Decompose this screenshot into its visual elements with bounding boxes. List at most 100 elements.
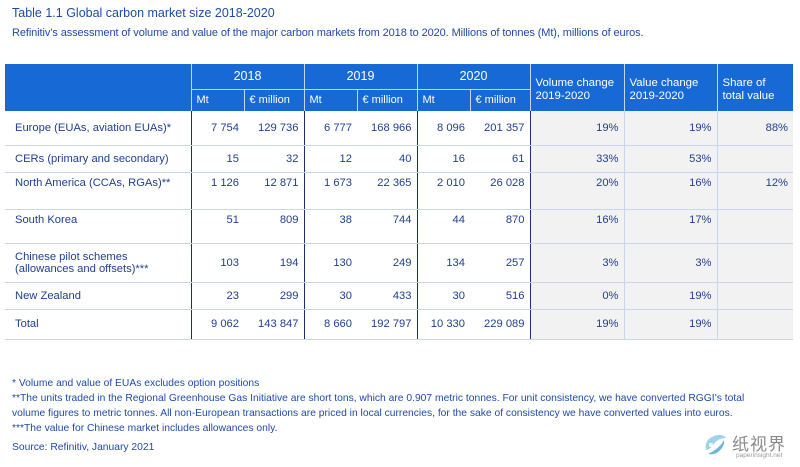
watermark-text: 纸视界 [732,435,786,455]
paperinsight-logo-icon [705,434,726,455]
cell-eur-2019: 40 [357,145,418,173]
header-year-2018: 2018 [191,64,305,89]
cell-mt-2020: 134 [417,243,470,283]
cell-eur-2019: 168 966 [357,111,418,146]
header-unit-mt-2020: Mt [417,88,471,111]
cell-eur-2020: 870 [470,209,531,244]
cell-eur-2019: 433 [357,282,418,310]
cell-mt-2019: 38 [304,209,357,244]
cell-mt-2020: 30 [417,282,470,310]
cell-eur-2019: 22 365 [357,172,418,210]
table-row: Europe (EUAs, aviation EUAs)* 7 754 129 73… [5,111,793,146]
cell-mt-2018: 9 062 [191,309,244,340]
row-label: Total [5,309,192,340]
cell-volume-change: 16% [530,209,625,244]
header-value-change: Value change 2019-2020 [624,64,718,111]
carbon-market-table: 2018 2019 2020 Volume change 2019-2020 Va… [5,64,793,340]
table-row: South Korea 51 809 38 744 44 870 16% 17% [5,209,793,244]
cell-value-change: 3% [624,243,718,283]
row-label: CERs (primary and secondary) [5,145,192,173]
header-volume-change: Volume change 2019-2020 [530,64,625,111]
cell-value-change: 19% [624,282,718,310]
cell-eur-2018: 809 [244,209,305,244]
cell-value-change: 19% [624,309,718,340]
cell-mt-2019: 12 [304,145,357,173]
cell-mt-2018: 23 [191,282,244,310]
header-blank [5,64,192,111]
cell-mt-2020: 8 096 [417,111,470,146]
cell-volume-change: 19% [530,309,625,340]
row-label: Chinese pilot schemes (allowances and of… [5,243,192,283]
cell-share: 88% [717,111,793,146]
cell-mt-2019: 6 777 [304,111,357,146]
header-year-2019: 2019 [304,64,418,89]
cell-mt-2018: 7 754 [191,111,244,146]
cell-share [717,309,793,340]
cell-eur-2020: 61 [470,145,531,173]
row-label: North America (CCAs, RGAs)** [5,172,192,210]
cell-value-change: 17% [624,209,718,244]
table-row: CERs (primary and secondary) 15 32 12 40 16 61… [5,145,793,173]
header-unit-eur-2019: € million [357,88,418,111]
header-unit-eur-2018: € million [244,88,305,111]
watermark: 纸视界 paperinsight.net [700,428,800,464]
header-unit-mt-2018: Mt [191,88,245,111]
header-share-total: Share of total value [717,64,793,111]
cell-eur-2018: 143 847 [244,309,305,340]
header-unit-eur-2020: € million [470,88,531,111]
cell-eur-2018: 12 871 [244,172,305,210]
cell-share [717,145,793,173]
cell-share [717,209,793,244]
cell-mt-2019: 30 [304,282,357,310]
footnote-1: * Volume and value of EUAs excludes opti… [12,378,260,389]
row-label: South Korea [5,209,192,244]
cell-eur-2018: 32 [244,145,305,173]
row-label: New Zealand [5,282,192,310]
row-label: Europe (EUAs, aviation EUAs)* [5,111,192,146]
footnotes: * Volume and value of EUAs excludes opti… [12,376,744,455]
header-year-2020: 2020 [417,64,531,89]
watermark-url: paperinsight.net [736,452,783,459]
cell-mt-2020: 2 010 [417,172,470,210]
cell-share: 12% [717,172,793,210]
cell-volume-change: 0% [530,282,625,310]
table-row: New Zealand 23 299 30 433 30 516 0% 19% [5,282,793,310]
footnote-3: ***The value for Chinese market includes… [12,423,278,434]
cell-eur-2019: 249 [357,243,418,283]
cell-volume-change: 20% [530,172,625,210]
cell-mt-2018: 51 [191,209,244,244]
header-unit-mt-2019: Mt [304,88,358,111]
cell-value-change: 53% [624,145,718,173]
cell-volume-change: 19% [530,111,625,146]
cell-value-change: 19% [624,111,718,146]
cell-eur-2019: 744 [357,209,418,244]
cell-mt-2018: 1 126 [191,172,244,210]
cell-eur-2018: 299 [244,282,305,310]
cell-eur-2020: 26 028 [470,172,531,210]
cell-mt-2018: 103 [191,243,244,283]
cell-mt-2018: 15 [191,145,244,173]
source-note: Source: Refinitiv, January 2021 [12,442,155,453]
cell-eur-2020: 229 089 [470,309,531,340]
table-title: Table 1.1 Global carbon market size 2018… [12,6,275,20]
cell-mt-2020: 10 330 [417,309,470,340]
cell-share [717,282,793,310]
cell-mt-2020: 16 [417,145,470,173]
cell-eur-2019: 192 797 [357,309,418,340]
cell-value-change: 16% [624,172,718,210]
cell-eur-2020: 257 [470,243,531,283]
cell-mt-2019: 1 673 [304,172,357,210]
table-row: North America (CCAs, RGAs)** 1 126 12 871 1… [5,172,793,210]
cell-eur-2020: 516 [470,282,531,310]
cell-eur-2020: 201 357 [470,111,531,146]
cell-mt-2020: 44 [417,209,470,244]
cell-mt-2019: 8 660 [304,309,357,340]
footnote-2: **The units traded in the Regional Green… [12,393,745,404]
cell-eur-2018: 194 [244,243,305,283]
cell-volume-change: 33% [530,145,625,173]
table-row: Chinese pilot schemes (allowances and of… [5,243,793,283]
cell-mt-2019: 130 [304,243,357,283]
cell-volume-change: 3% [530,243,625,283]
footnote-2-cont: volume figures to metric tonnes. All non… [12,408,733,419]
cell-eur-2018: 129 736 [244,111,305,146]
